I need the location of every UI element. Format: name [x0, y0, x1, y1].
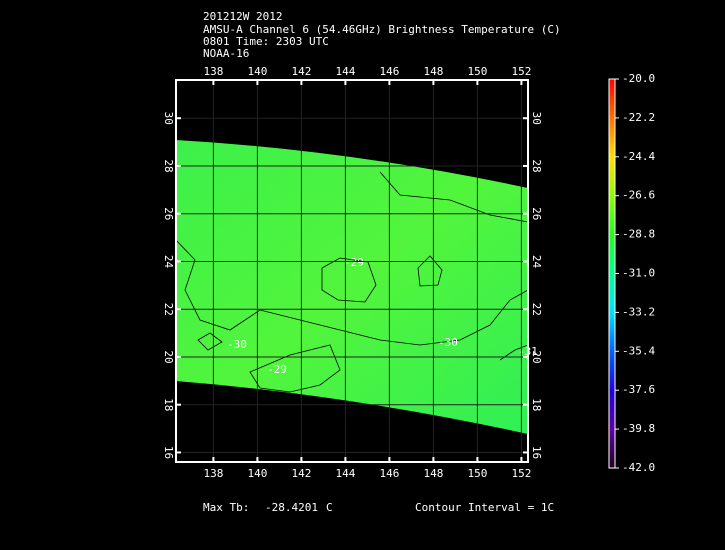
contour-label: -29 — [344, 256, 364, 269]
footer-unit: C — [326, 501, 333, 514]
title-line: AMSU-A Channel 6 (54.46GHz) Brightness T… — [203, 23, 561, 36]
x-tick-label: 152 — [511, 467, 531, 480]
y-tick-label: 30 — [162, 112, 175, 125]
x-tick-label: 142 — [291, 467, 311, 480]
y-tick-label: 20 — [530, 350, 543, 363]
colorbar-label: -22.2 — [622, 111, 655, 124]
colorbar-label: -31.0 — [622, 267, 655, 280]
y-tick-label: 24 — [162, 255, 175, 269]
y-tick-label: 18 — [530, 398, 543, 411]
x-tick-label: 146 — [379, 467, 399, 480]
colorbar-label: -24.4 — [622, 150, 655, 163]
colorbar — [609, 79, 615, 469]
x-tick-label: 138 — [203, 467, 223, 480]
y-tick-label: 26 — [530, 207, 543, 220]
colorbar-label: -35.4 — [622, 344, 655, 357]
x-tick-label: 150 — [467, 65, 487, 78]
colorbar-label: -39.8 — [622, 422, 655, 435]
contour-label: -29 — [267, 363, 287, 376]
colorbar-label: -42.0 — [622, 461, 655, 474]
colorbar-label: -20.0 — [622, 72, 655, 85]
x-tick-label: 146 — [379, 65, 399, 78]
colorbar-frame — [608, 78, 616, 469]
x-tick-label: 144 — [335, 65, 355, 78]
title-line: 0801 Time: 2303 UTC — [203, 35, 329, 48]
colorbar-label: -28.8 — [622, 228, 655, 241]
contour-label: -30 — [227, 338, 247, 351]
colorbar-label: -33.2 — [622, 305, 655, 318]
footer-value: -28.4201 — [265, 501, 318, 514]
y-tick-label: 22 — [530, 303, 543, 316]
title-line: NOAA-16 — [203, 47, 249, 60]
y-tick-label: 28 — [162, 159, 175, 172]
x-tick-label: 144 — [335, 467, 355, 480]
x-tick-label: 142 — [291, 65, 311, 78]
y-tick-label: 26 — [162, 207, 175, 220]
contour-label: -30 — [438, 336, 458, 349]
y-tick-label: 16 — [162, 446, 175, 459]
colorbar-label: -37.6 — [622, 383, 655, 396]
footer-interval: Contour Interval = 1C — [415, 501, 554, 514]
y-tick-label: 20 — [162, 350, 175, 363]
x-tick-label: 140 — [247, 467, 267, 480]
y-tick-label: 18 — [162, 398, 175, 411]
y-tick-label: 22 — [162, 303, 175, 316]
x-tick-label: 150 — [467, 467, 487, 480]
x-tick-label: 148 — [423, 467, 443, 480]
x-tick-label: 152 — [511, 65, 531, 78]
y-tick-label: 24 — [530, 255, 543, 269]
title-line: 201212W 2012 — [203, 10, 282, 23]
footer-label: Max Tb: — [203, 501, 249, 514]
colorbar-label: -26.6 — [622, 189, 655, 202]
x-tick-label: 138 — [203, 65, 223, 78]
y-tick-label: 16 — [530, 446, 543, 459]
map-frame — [175, 79, 529, 463]
x-tick-label: 140 — [247, 65, 267, 78]
y-tick-label: 28 — [530, 159, 543, 172]
y-tick-label: 30 — [530, 112, 543, 125]
x-tick-label: 148 — [423, 65, 443, 78]
contours — [175, 171, 529, 393]
